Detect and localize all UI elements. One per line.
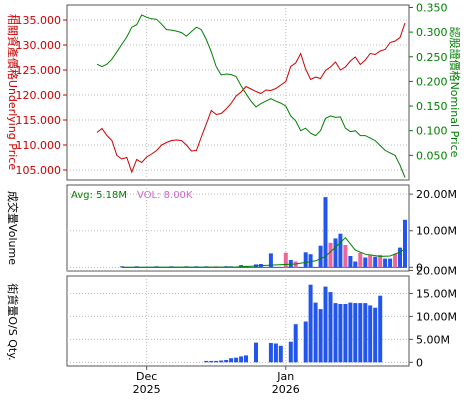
price-right-axis-title: 認股證價格Nominal Price (448, 27, 462, 158)
volume-bar (328, 242, 333, 268)
outstanding-y-tick-label: 10.00M (416, 310, 457, 323)
outstanding-bar (293, 324, 298, 363)
outstanding-bar (353, 303, 358, 363)
volume-bar (338, 233, 343, 268)
volume-bar (403, 219, 407, 268)
outstanding-bar (313, 302, 318, 363)
right-y-tick-label: 0.350 (416, 1, 448, 14)
outstanding-bar (219, 360, 224, 363)
volume-bar (398, 247, 402, 268)
right-y-tick-label: 0.100 (416, 125, 448, 138)
nominal-price-line (96, 14, 406, 178)
right-y-tick-label: 0.150 (416, 100, 448, 113)
volume-bar (308, 254, 313, 268)
volume-bar (373, 256, 378, 268)
outstanding-bar (343, 304, 348, 363)
outstanding-bar (318, 309, 323, 363)
outstanding-bar (229, 358, 234, 363)
outstanding-panel-frame (66, 275, 410, 367)
outstanding-bar (224, 360, 229, 363)
outstanding-bar (244, 355, 248, 363)
volume-vol-legend: VOL: 8.00K (137, 190, 193, 201)
right-y-tick-label: 0.250 (416, 51, 448, 64)
outstanding-bar (308, 284, 313, 363)
outstanding-bar (273, 343, 278, 363)
outstanding-bar (254, 342, 258, 363)
outstanding-bar (239, 356, 244, 363)
outstanding-bar (204, 360, 209, 363)
left-y-tick-label: 120.000 (16, 89, 62, 102)
left-y-tick-label: 105.000 (16, 164, 62, 177)
left-y-tick-label: 125.000 (16, 64, 62, 77)
outstanding-bar (358, 303, 363, 363)
outstanding-bar (303, 321, 308, 363)
outstanding-bar (268, 343, 273, 363)
outstanding-y-tick-label: 20.00M (416, 264, 457, 277)
underlying-price-line (96, 22, 406, 174)
volume-bar (283, 252, 288, 268)
outstanding-bar (209, 360, 214, 363)
volume-bar (358, 252, 363, 268)
volume-axis-title: 成交量Volume (6, 191, 20, 265)
right-y-tick-label: 0.300 (416, 26, 448, 39)
volume-bar (303, 252, 308, 268)
x-tick-label-month: Jan (276, 370, 294, 383)
volume-bar (318, 245, 323, 268)
left-y-tick-label: 135.000 (16, 14, 62, 27)
outstanding-bar (234, 357, 239, 363)
volume-bar (239, 265, 244, 268)
volume-bar (333, 238, 338, 268)
volume-bar (363, 257, 368, 268)
volume-avg-legend: Avg: 5.18M (71, 190, 127, 201)
volume-average-line (121, 236, 406, 268)
volume-bar (288, 260, 293, 268)
volume-y-tick-label: 0 (416, 261, 423, 274)
outstanding-bar (323, 286, 328, 363)
outstanding-bar (368, 305, 373, 363)
volume-bar (378, 254, 383, 268)
left-y-tick-label: 110.000 (16, 139, 62, 152)
x-tick-label-year: 2025 (133, 383, 161, 396)
volume-bar (393, 253, 398, 268)
outstanding-bar (278, 345, 283, 363)
outstanding-bar (288, 341, 293, 363)
right-y-tick-label: 0.200 (416, 75, 448, 88)
outstanding-bar (328, 292, 333, 363)
left-y-tick-label: 130.000 (16, 39, 62, 52)
outstanding-bar (348, 302, 353, 363)
left-y-tick-label: 115.000 (16, 114, 62, 127)
volume-bar (368, 254, 373, 268)
x-tick-label-year: 2026 (272, 383, 300, 396)
volume-bar (388, 258, 393, 268)
volume-y-tick-label: 20.00M (416, 188, 457, 201)
outstanding-y-tick-label: 5.00M (416, 333, 450, 346)
outstanding-bar (378, 295, 383, 363)
volume-bar (343, 245, 348, 268)
volume-y-tick-label: 10.00M (416, 225, 457, 238)
volume-bar (353, 261, 358, 268)
outstanding-bar (214, 360, 219, 363)
outstanding-bar (333, 303, 338, 363)
price-panel-frame (66, 4, 410, 181)
volume-bar (383, 258, 388, 268)
outstanding-bar (373, 307, 378, 363)
outstanding-y-tick-label: 15.00M (416, 287, 457, 300)
outstanding-y-tick-label: 0 (416, 356, 423, 369)
outstanding-bar (363, 303, 368, 363)
x-tick-label-month: Dec (136, 370, 157, 383)
volume-bar (268, 253, 273, 268)
price-left-axis-title: 相關資產價格Underlying Price (6, 14, 20, 170)
volume-bar (323, 197, 328, 268)
volume-bar (348, 256, 353, 268)
outstanding-bar (338, 304, 343, 363)
right-y-tick-label: 0.050 (416, 149, 448, 162)
outstanding-axis-title: 街貨量O/S Qty. (6, 283, 20, 360)
